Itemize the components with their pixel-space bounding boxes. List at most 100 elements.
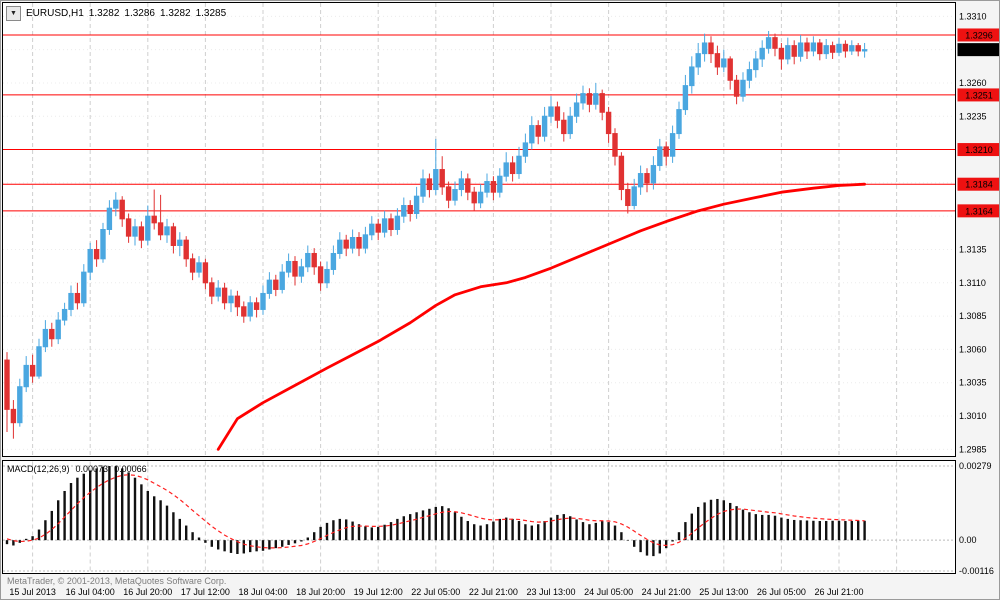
- current-price-badge: [957, 43, 999, 57]
- candle: [573, 102, 580, 117]
- candle: [778, 47, 785, 60]
- macd-bar: [844, 521, 847, 541]
- support-resistance-lines: [3, 34, 955, 212]
- macd-bar: [57, 500, 60, 541]
- candle: [426, 178, 433, 191]
- symbol-dropdown-button[interactable]: ▼: [6, 6, 21, 21]
- macd-bar: [313, 532, 316, 541]
- macd-bar: [607, 522, 610, 541]
- macd-indicator-label: MACD(12,26,9) 0.00073 0.00066: [7, 464, 147, 474]
- time-label: 24 Jul 05:00: [584, 587, 633, 597]
- macd-grid: [3, 465, 955, 572]
- price-level-badge-label: 1.3164: [965, 206, 993, 216]
- price-tick-label: 1.3085: [959, 311, 987, 321]
- price-level-badge[interactable]: [957, 177, 1000, 191]
- macd-bar: [89, 470, 92, 541]
- macd-bar: [153, 496, 156, 541]
- candle: [119, 199, 125, 220]
- macd-bar: [421, 510, 425, 541]
- price-level-badge[interactable]: [957, 143, 1000, 157]
- candle: [753, 58, 759, 71]
- macd-bar: [133, 477, 137, 541]
- price-level-badge[interactable]: [957, 28, 1000, 42]
- candle: [298, 266, 305, 277]
- candle: [29, 364, 36, 377]
- candle: [189, 258, 196, 273]
- candle: [823, 45, 829, 55]
- macd-bar: [479, 525, 482, 541]
- macd-bar: [236, 540, 239, 554]
- moving-average-line: [216, 182, 866, 451]
- macd-bar: [18, 540, 21, 543]
- macd-bar: [229, 540, 233, 553]
- macd-bar: [537, 524, 540, 541]
- candle: [369, 223, 375, 236]
- macd-bar: [204, 540, 207, 543]
- candle: [324, 268, 330, 284]
- macd-bar: [281, 540, 284, 547]
- macd-bar: [287, 540, 290, 545]
- candle: [375, 223, 381, 233]
- price-level-badge-label: 1.3251: [965, 90, 993, 100]
- time-axis: 15 Jul 2013 16 Jul 04:00 16 Jul 20:00 17 Ju…: [9, 587, 863, 597]
- macd-histogram: [5, 466, 866, 557]
- candle: [305, 252, 311, 268]
- candle: [17, 386, 23, 424]
- candle: [55, 319, 61, 340]
- candle: [676, 109, 682, 135]
- candle: [797, 42, 804, 57]
- price-level-badge[interactable]: [957, 88, 1000, 102]
- macd-bar: [172, 512, 175, 541]
- macd-bar: [857, 520, 860, 541]
- price-tick-label: 1.3035: [959, 378, 987, 388]
- candle: [605, 111, 612, 135]
- price-tick-label: 1.3310: [959, 11, 987, 21]
- candle: [356, 236, 362, 249]
- time-label: 16 Jul 20:00: [123, 587, 172, 597]
- macd-bar: [255, 540, 258, 552]
- macd-bar: [575, 519, 578, 541]
- macd-bar: [677, 532, 681, 541]
- candle: [49, 328, 55, 340]
- macd-bar: [549, 517, 553, 541]
- macd-bar: [543, 521, 546, 541]
- macd-bar: [620, 532, 623, 541]
- candle: [362, 234, 369, 249]
- macd-bar: [697, 506, 700, 541]
- candle: [228, 295, 234, 304]
- candle: [593, 93, 599, 105]
- macd-bar: [447, 508, 450, 541]
- macd-bar: [473, 524, 476, 541]
- candle: [689, 66, 695, 87]
- macd-bar: [428, 508, 431, 541]
- macd-bar: [12, 540, 15, 546]
- candle: [669, 133, 676, 157]
- macd-bar: [101, 466, 105, 541]
- candle: [529, 125, 535, 144]
- candle: [145, 215, 151, 241]
- macd-bar: [786, 518, 789, 541]
- candle: [465, 178, 471, 193]
- candle: [657, 146, 663, 167]
- candle: [209, 282, 215, 297]
- candle: [759, 47, 765, 60]
- time-label: 23 Jul 13:00: [526, 587, 575, 597]
- candle: [516, 155, 522, 175]
- price-level-badge-label: 1.3296: [965, 30, 993, 40]
- macd-bar: [562, 514, 565, 541]
- candle: [746, 69, 753, 81]
- macd-bar: [639, 540, 642, 553]
- candle: [829, 45, 836, 53]
- macd-bar: [351, 521, 354, 541]
- macd-bar: [498, 518, 501, 541]
- macd-tick-label: 0.00279: [959, 461, 992, 471]
- macd-bar: [261, 540, 265, 551]
- price-level-badge[interactable]: [957, 204, 1000, 218]
- time-label: 17 Jul 12:00: [181, 587, 230, 597]
- price-level-badge-label: 1.3210: [965, 145, 993, 155]
- candle: [849, 45, 855, 52]
- candle: [618, 155, 625, 191]
- candle: [349, 236, 356, 249]
